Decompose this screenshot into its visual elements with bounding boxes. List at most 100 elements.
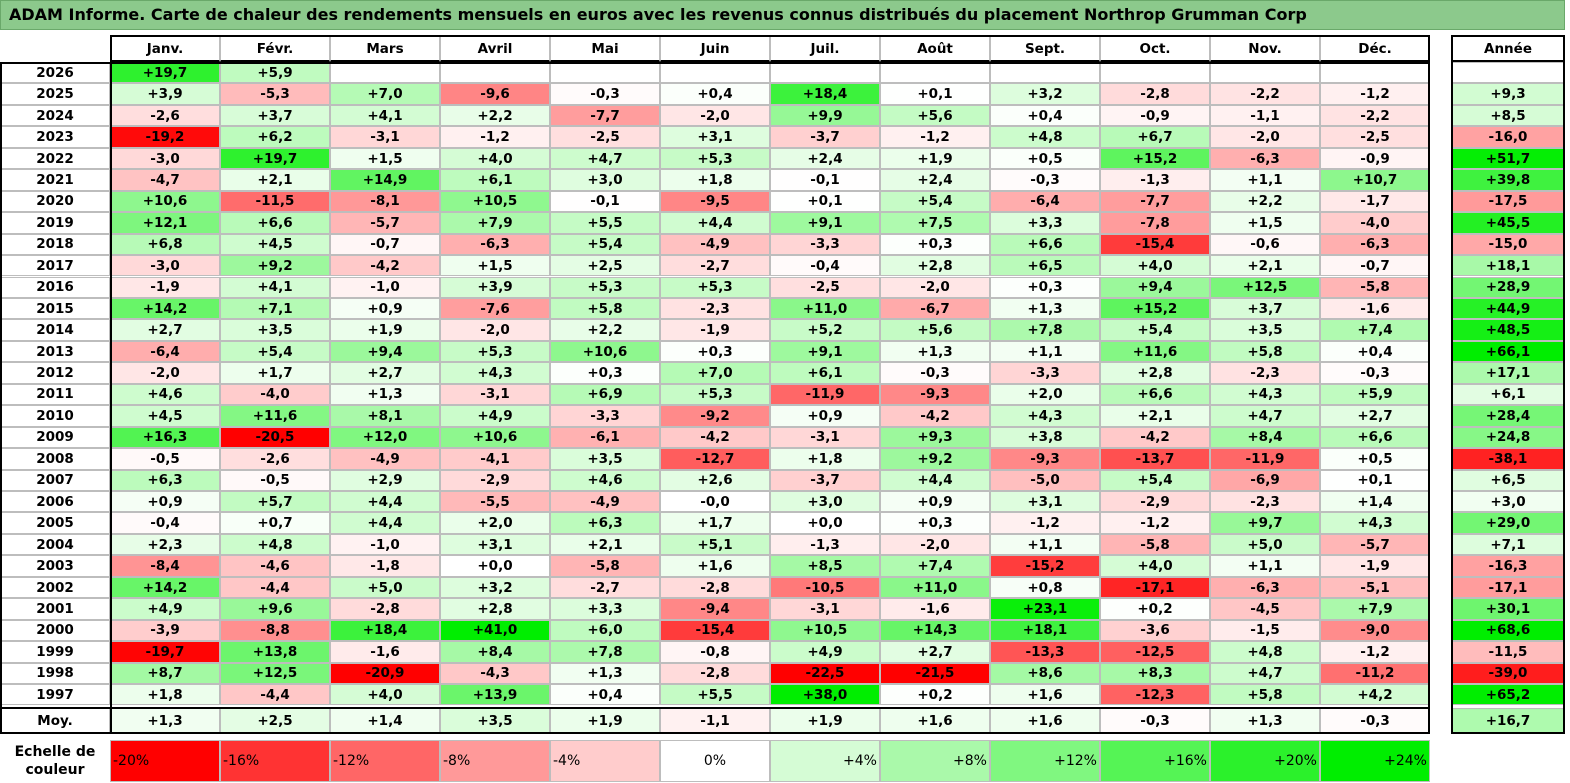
year-label: 2016 [0, 276, 110, 298]
year-header: Année [1451, 35, 1565, 62]
heat-cell: -6,4 [110, 340, 220, 363]
heat-cell: +18,1 [990, 619, 1100, 642]
heat-cell: -6,3 [440, 233, 550, 256]
heat-cell: -4,2 [1100, 426, 1210, 449]
year-total-cell: +44,9 [1451, 297, 1565, 320]
heat-cell: +8,6 [990, 662, 1100, 685]
year-label: 2019 [0, 212, 110, 234]
year-label: 2003 [0, 555, 110, 577]
heat-cell: +11,0 [770, 297, 880, 320]
heat-cell: +2,2 [550, 319, 660, 341]
year-label: 2024 [0, 104, 110, 127]
heat-cell: +19,7 [110, 62, 220, 84]
heat-cell: -1,8 [330, 555, 440, 577]
scale-swatch: -4% [550, 740, 660, 782]
heat-cell: +5,9 [1320, 383, 1430, 406]
heat-cell: -8,1 [330, 190, 440, 213]
heat-cell: -5,7 [1320, 533, 1430, 556]
heat-cell: +2,1 [220, 169, 330, 191]
year-label: 2009 [0, 426, 110, 449]
heat-cell: -2,0 [660, 104, 770, 127]
year-total-cell: +66,1 [1451, 340, 1565, 363]
heat-cell: -3,0 [110, 147, 220, 170]
heat-cell: -4,2 [880, 405, 990, 427]
year-label: 2018 [0, 233, 110, 256]
heat-cell: +14,3 [880, 619, 990, 642]
heat-cell: +7,9 [1320, 598, 1430, 620]
heat-cell: -2,5 [770, 276, 880, 298]
heat-cell: -0,9 [1100, 104, 1210, 127]
year-total-cell: -39,0 [1451, 662, 1565, 685]
scale-swatch: +12% [990, 740, 1100, 782]
heat-cell: -0,9 [1320, 147, 1430, 170]
year-label: 2005 [0, 512, 110, 534]
heat-cell: -0,5 [110, 448, 220, 470]
heat-cell [1210, 62, 1320, 84]
heat-cell: -3,0 [110, 255, 220, 277]
heat-cell: -2,8 [660, 576, 770, 599]
average-cell: +1,4 [330, 707, 440, 734]
heat-cell: -8,4 [110, 555, 220, 577]
heat-cell: +5,5 [550, 212, 660, 234]
heat-cell: +2,2 [1210, 190, 1320, 213]
year-total-cell: +45,5 [1451, 212, 1565, 234]
heat-cell: -9,5 [660, 190, 770, 213]
heat-cell: +4,7 [1210, 662, 1320, 685]
average-label: Moy. [0, 707, 110, 734]
heat-cell: +1,6 [990, 684, 1100, 706]
heat-cell: +4,1 [330, 104, 440, 127]
heat-cell: +8,5 [770, 555, 880, 577]
heat-cell: +8,3 [1100, 662, 1210, 685]
heat-cell: -2,9 [1100, 491, 1210, 513]
scale-swatch: -16% [220, 740, 330, 782]
heat-cell: +2,7 [1320, 405, 1430, 427]
heat-cell: +4,4 [660, 212, 770, 234]
month-header: Sept. [990, 35, 1100, 62]
heat-cell: +4,9 [440, 405, 550, 427]
heat-cell: +1,7 [660, 512, 770, 534]
heat-cell: +7,0 [660, 362, 770, 384]
heat-cell: +0,0 [770, 512, 880, 534]
heat-cell: +7,1 [220, 297, 330, 320]
heat-cell: -7,6 [440, 297, 550, 320]
heat-cell: +5,4 [550, 233, 660, 256]
average-cell: -1,1 [660, 707, 770, 734]
heat-cell: -4,9 [330, 448, 440, 470]
heat-cell: -1,9 [110, 276, 220, 298]
heat-cell: +10,6 [110, 190, 220, 213]
average-cell: +1,3 [1210, 707, 1320, 734]
heat-cell: +15,2 [1100, 147, 1210, 170]
heat-cell: -5,7 [330, 212, 440, 234]
heat-cell: -6,3 [1210, 576, 1320, 599]
heat-cell: -1,1 [1210, 104, 1320, 127]
heat-cell: +10,5 [440, 190, 550, 213]
heat-cell: -1,2 [1320, 641, 1430, 663]
heat-cell: -3,3 [990, 362, 1100, 384]
heat-cell: -1,0 [330, 533, 440, 556]
heat-cell: +1,7 [220, 362, 330, 384]
heat-cell: +9,9 [770, 104, 880, 127]
heat-cell: +8,4 [440, 641, 550, 663]
heat-cell: +3,5 [550, 448, 660, 470]
heat-cell: -0,4 [110, 512, 220, 534]
heat-cell: +5,8 [1210, 340, 1320, 363]
heat-cell: +4,6 [110, 383, 220, 406]
heat-cell: +1,4 [1320, 491, 1430, 513]
average-cell: +2,5 [220, 707, 330, 734]
heat-cell: +6,3 [550, 512, 660, 534]
heat-cell: -11,9 [1210, 448, 1320, 470]
heat-cell: +3,3 [990, 212, 1100, 234]
heat-cell: +2,4 [880, 169, 990, 191]
year-total-cell: -16,3 [1451, 555, 1565, 577]
heat-cell: -1,2 [880, 126, 990, 148]
heat-cell: -13,3 [990, 641, 1100, 663]
heat-cell: -2,0 [880, 276, 990, 298]
heat-cell: +38,0 [770, 684, 880, 706]
year-label: 1999 [0, 641, 110, 663]
heat-cell: -0,3 [880, 362, 990, 384]
heat-cell: +6,2 [220, 126, 330, 148]
heat-cell: +1,1 [990, 533, 1100, 556]
heat-cell: -5,0 [990, 469, 1100, 491]
heat-cell: -6,4 [990, 190, 1100, 213]
heat-cell: -6,1 [550, 426, 660, 449]
